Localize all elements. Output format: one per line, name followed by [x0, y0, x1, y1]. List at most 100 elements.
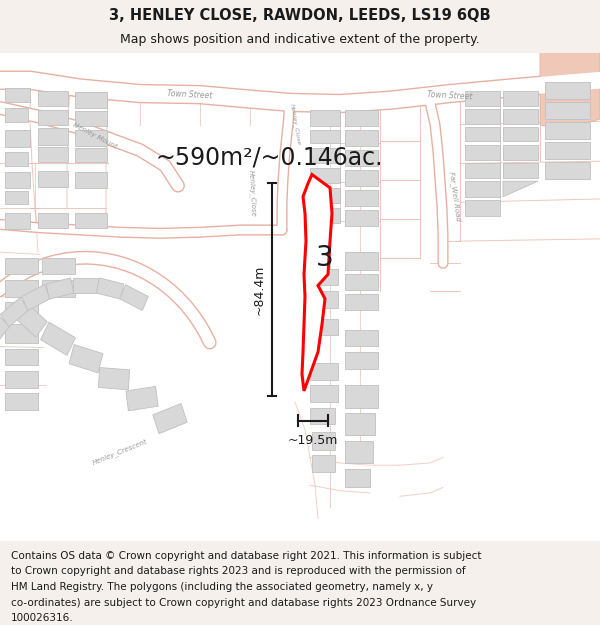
Text: Town Street: Town Street: [167, 89, 213, 101]
Polygon shape: [345, 150, 378, 166]
Polygon shape: [5, 152, 28, 166]
Polygon shape: [310, 168, 340, 183]
Polygon shape: [75, 173, 107, 188]
Polygon shape: [465, 127, 500, 141]
Polygon shape: [42, 258, 75, 274]
Polygon shape: [503, 144, 538, 160]
Polygon shape: [465, 163, 500, 178]
Polygon shape: [545, 102, 590, 119]
Polygon shape: [503, 91, 538, 106]
Text: Map shows position and indicative extent of the property.: Map shows position and indicative extent…: [120, 33, 480, 46]
Polygon shape: [5, 130, 30, 147]
Polygon shape: [5, 302, 38, 319]
Polygon shape: [545, 82, 590, 99]
Polygon shape: [345, 330, 378, 346]
Polygon shape: [345, 252, 378, 270]
Polygon shape: [38, 110, 68, 124]
Text: HM Land Registry. The polygons (including the associated geometry, namely x, y: HM Land Registry. The polygons (includin…: [11, 582, 433, 592]
Polygon shape: [5, 258, 38, 274]
Polygon shape: [5, 349, 38, 366]
Text: Contains OS data © Crown copyright and database right 2021. This information is : Contains OS data © Crown copyright and d…: [11, 551, 481, 561]
Polygon shape: [5, 280, 38, 296]
Polygon shape: [0, 52, 600, 541]
Polygon shape: [345, 413, 375, 435]
Polygon shape: [75, 130, 107, 146]
Polygon shape: [41, 322, 76, 356]
Polygon shape: [5, 88, 30, 102]
Text: 3, HENLEY CLOSE, RAWDON, LEEDS, LS19 6QB: 3, HENLEY CLOSE, RAWDON, LEEDS, LS19 6QB: [109, 8, 491, 23]
Polygon shape: [345, 210, 378, 226]
Polygon shape: [310, 188, 340, 203]
Polygon shape: [22, 284, 50, 311]
Polygon shape: [310, 319, 338, 336]
Polygon shape: [5, 191, 28, 204]
Polygon shape: [345, 441, 373, 463]
Polygon shape: [345, 170, 378, 186]
Polygon shape: [345, 352, 378, 369]
Polygon shape: [345, 294, 378, 310]
Text: 100026316.: 100026316.: [11, 613, 73, 623]
Polygon shape: [465, 91, 500, 106]
Polygon shape: [310, 408, 335, 424]
Polygon shape: [345, 274, 378, 290]
Polygon shape: [5, 324, 38, 343]
Text: Henley Mount: Henley Mount: [72, 122, 118, 150]
Polygon shape: [310, 291, 338, 308]
Polygon shape: [5, 371, 38, 388]
Text: to Crown copyright and database rights 2023 and is reproduced with the permissio: to Crown copyright and database rights 2…: [11, 566, 466, 576]
Polygon shape: [503, 109, 538, 124]
Polygon shape: [465, 181, 500, 197]
Polygon shape: [312, 432, 335, 449]
Polygon shape: [503, 163, 538, 178]
Polygon shape: [310, 148, 340, 163]
Polygon shape: [46, 278, 74, 299]
Polygon shape: [38, 91, 68, 106]
Polygon shape: [545, 142, 590, 159]
Text: ~19.5m: ~19.5m: [288, 434, 338, 447]
Polygon shape: [503, 127, 538, 141]
Polygon shape: [310, 208, 340, 223]
Text: ~590m²/~0.146ac.: ~590m²/~0.146ac.: [155, 146, 383, 170]
Polygon shape: [540, 52, 600, 130]
Polygon shape: [310, 363, 338, 380]
Polygon shape: [465, 144, 500, 160]
Polygon shape: [310, 110, 340, 126]
Text: Henley_Close: Henley_Close: [289, 103, 301, 146]
Text: co-ordinates) are subject to Crown copyright and database rights 2023 Ordnance S: co-ordinates) are subject to Crown copyr…: [11, 598, 476, 608]
Polygon shape: [5, 173, 30, 188]
Polygon shape: [345, 469, 370, 488]
Polygon shape: [153, 404, 187, 434]
Polygon shape: [310, 130, 340, 144]
Polygon shape: [1, 298, 29, 327]
Polygon shape: [5, 213, 30, 229]
Polygon shape: [126, 386, 158, 411]
Polygon shape: [75, 213, 107, 228]
Text: Henley_Close: Henley_Close: [247, 170, 257, 217]
Polygon shape: [38, 171, 68, 187]
Polygon shape: [75, 148, 107, 162]
Polygon shape: [13, 301, 47, 337]
Polygon shape: [38, 213, 68, 228]
Polygon shape: [97, 278, 124, 299]
Text: Far_Well Road: Far_Well Road: [448, 171, 461, 222]
Polygon shape: [0, 316, 10, 348]
Text: Henley_Crescent: Henley_Crescent: [91, 438, 149, 466]
Text: Town Street: Town Street: [427, 90, 473, 101]
Polygon shape: [465, 109, 500, 124]
Polygon shape: [38, 128, 68, 144]
Polygon shape: [465, 200, 500, 216]
Polygon shape: [5, 108, 28, 122]
Text: ~84.4m: ~84.4m: [253, 265, 266, 315]
Polygon shape: [345, 385, 378, 408]
Polygon shape: [5, 393, 38, 410]
Polygon shape: [503, 181, 538, 197]
Polygon shape: [345, 130, 378, 146]
Polygon shape: [312, 455, 335, 472]
Polygon shape: [545, 122, 590, 139]
Polygon shape: [545, 162, 590, 179]
Polygon shape: [75, 111, 107, 126]
Text: 3: 3: [316, 244, 334, 272]
Polygon shape: [75, 92, 107, 108]
Polygon shape: [345, 110, 378, 126]
Polygon shape: [73, 278, 98, 293]
